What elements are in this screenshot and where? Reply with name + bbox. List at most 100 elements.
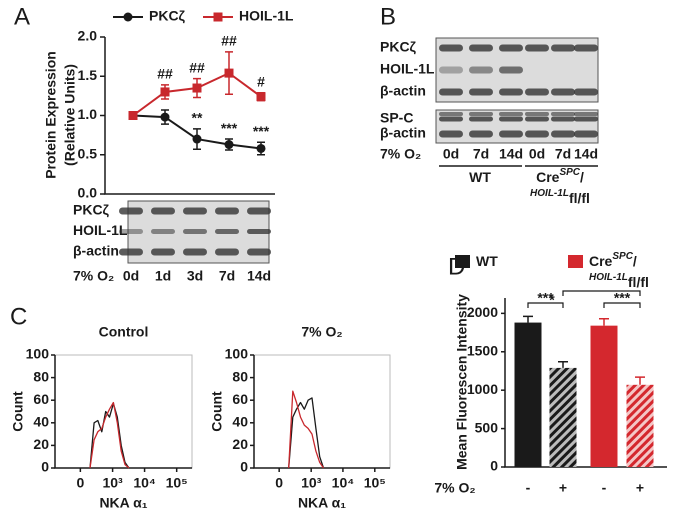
panel-label: B — [380, 3, 396, 30]
x-tick-label: 7d — [219, 268, 235, 284]
x-tick-label: 1d — [155, 268, 171, 284]
y-tick-label: 100 — [26, 346, 50, 362]
legend-marker — [123, 12, 133, 22]
blot-band — [439, 44, 463, 52]
blot-row-label: PKCζ — [73, 202, 110, 218]
data-point — [160, 87, 170, 97]
data-point — [256, 92, 266, 102]
blot-band — [551, 112, 575, 116]
y-tick-label: 0.0 — [78, 185, 98, 201]
y-tick-label: 1.5 — [78, 67, 98, 83]
y-tick-label: 500 — [475, 419, 499, 435]
y-tick-label: 100 — [225, 346, 249, 362]
blot-band — [469, 116, 493, 122]
significance: *** — [221, 120, 238, 136]
significance: ## — [221, 33, 237, 49]
x-tick-label: 10⁴ — [332, 475, 355, 491]
y-tick-label: 40 — [33, 414, 49, 430]
significance-bracket — [527, 302, 564, 308]
blot-band — [469, 88, 493, 96]
error-bar — [635, 376, 645, 385]
data-point — [224, 68, 234, 78]
x-tick-label: 10⁴ — [133, 475, 156, 491]
bar — [590, 325, 618, 467]
blot-band — [183, 248, 207, 256]
data-point — [256, 143, 266, 153]
y-tick-label: 0.5 — [78, 145, 98, 161]
blot-band — [574, 44, 598, 52]
blot-band — [469, 66, 493, 74]
y-axis-label: (Relative Units) — [62, 64, 78, 166]
x-tick-label: 0 — [275, 475, 283, 491]
x-axis-label: NKA α₁ — [99, 495, 147, 511]
chart-title: Control — [99, 324, 149, 340]
significance: ## — [189, 59, 205, 75]
y-tick-label: 1.0 — [78, 106, 98, 122]
blot-band — [574, 112, 598, 116]
legend-label-part: Cre — [589, 253, 613, 269]
group-label-part: / — [580, 169, 584, 185]
blot-band — [469, 112, 493, 116]
lane-label: 7d — [555, 146, 571, 162]
legend-label-part: fl/fl — [628, 274, 649, 290]
blot-row-label: PKCζ — [380, 39, 417, 55]
y-tick-label: 0 — [490, 458, 498, 474]
blot-row-label: β-actin — [380, 125, 426, 141]
y-tick-label: 60 — [33, 391, 49, 407]
y-tick-label: 0 — [41, 459, 49, 475]
legend-label: CreSPC/ — [589, 251, 637, 269]
axis — [54, 355, 192, 469]
x-tick-label: 10³ — [102, 475, 123, 491]
blot-band — [439, 112, 463, 116]
blot-band — [525, 112, 549, 116]
blot-band — [439, 130, 463, 138]
chart-title: 7% O₂ — [301, 324, 342, 340]
panel-label: C — [10, 303, 27, 330]
blot-band — [439, 88, 463, 96]
data-point — [160, 112, 170, 122]
group-label-part: HOIL-1L — [530, 188, 569, 199]
y-tick-label: 20 — [33, 436, 49, 452]
blot-band — [574, 116, 598, 122]
blot-band — [551, 44, 575, 52]
blot-band — [499, 116, 523, 122]
blot-band — [525, 130, 549, 138]
blot-band — [499, 44, 523, 52]
x-tick-label: 10⁵ — [166, 475, 188, 491]
group-label: HOIL-1Lfl/fl — [530, 188, 590, 206]
x-tick-label: 10³ — [301, 475, 322, 491]
plot-frame — [54, 354, 193, 469]
x-tick-label: 10⁵ — [364, 475, 386, 491]
error-bar — [558, 361, 568, 368]
significance-bracket — [562, 290, 641, 296]
blot-row-label: SP-C — [380, 110, 413, 126]
error-bar — [599, 317, 609, 326]
x-tick-label: + — [636, 480, 644, 496]
legend-label: WT — [476, 253, 498, 269]
blot-band — [247, 207, 271, 215]
legend-marker — [213, 12, 223, 22]
y-tick-label: 40 — [232, 414, 248, 430]
legend-swatch — [568, 255, 583, 268]
y-tick-label: 60 — [232, 391, 248, 407]
data-point — [192, 83, 202, 93]
histogram-line — [89, 402, 130, 469]
y-tick-label: 0 — [240, 459, 248, 475]
blot-band — [499, 88, 523, 96]
axis — [253, 355, 390, 469]
significance: *** — [537, 290, 554, 306]
histogram-line — [288, 397, 325, 469]
significance: ## — [157, 66, 173, 82]
x-tick-label: 0d — [123, 268, 139, 284]
blot-band — [525, 44, 549, 52]
bar — [514, 322, 542, 467]
data-point — [224, 140, 234, 150]
blot-band — [469, 130, 493, 138]
significance: * — [549, 292, 555, 308]
bar — [549, 367, 577, 467]
lane-label: 0d — [529, 146, 545, 162]
blot-band — [499, 66, 523, 74]
x-row-label: 7% O₂ — [434, 480, 475, 496]
blot-band — [119, 229, 143, 234]
